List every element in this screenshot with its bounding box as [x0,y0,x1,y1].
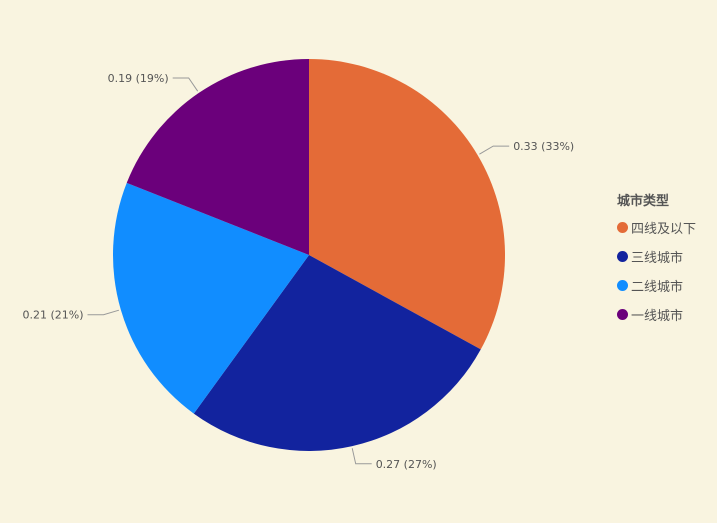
legend-title: 城市类型 [617,194,670,209]
pie-slice-2nd-tier[interactable] [112,182,310,414]
leader-line-1st-tier [172,77,199,92]
legend-item-4th-tier[interactable]: 四线及以下 [617,213,713,242]
data-label-3rd-tier: 0.27 (27%) [376,458,437,471]
legend-swatch-icon [617,251,628,262]
leader-line-2nd-tier [87,309,120,316]
legend-item-3rd-tier[interactable]: 三线城市 [617,242,713,271]
pie-slice-1st-tier[interactable] [126,59,309,255]
legend-swatch-icon [617,280,628,291]
leader-line-3rd-tier [351,448,372,465]
legend-item-label: 一线城市 [631,309,684,324]
legend-item-2nd-tier[interactable]: 二线城市 [617,271,713,300]
legend-item-label: 四线及以下 [631,222,697,237]
legend-swatch-icon [617,222,628,233]
legend: 城市类型 四线及以下 三线城市 二线城市 一线城市 [617,190,713,329]
pie-slice-3rd-tier[interactable] [193,255,481,452]
legend-item-label: 二线城市 [631,280,684,295]
legend-swatch-icon [617,309,628,320]
legend-item-1st-tier[interactable]: 一线城市 [617,300,713,329]
pie-slice-4th-tier[interactable] [309,59,506,350]
leader-line-4th-tier [479,145,510,155]
legend-item-label: 三线城市 [631,251,684,266]
data-label-2nd-tier: 0.21 (21%) [22,309,83,322]
data-label-4th-tier: 0.33 (33%) [513,140,574,153]
data-label-1st-tier: 0.19 (19%) [108,72,169,85]
